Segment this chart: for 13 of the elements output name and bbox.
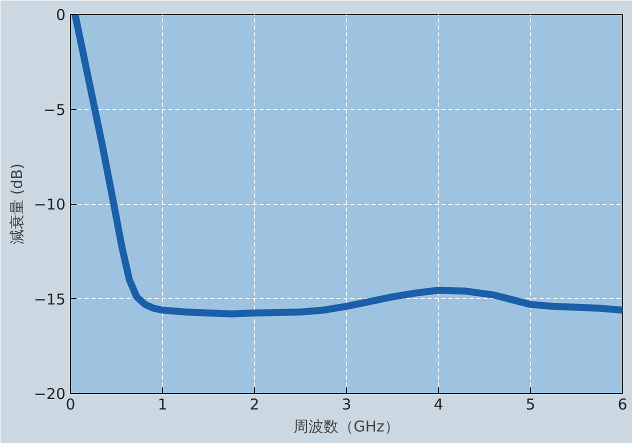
- x-axis-title: 周波数（GHz）: [294, 418, 400, 436]
- x-tick-label: 2: [250, 396, 260, 414]
- y-tick-label: 0: [56, 6, 66, 24]
- x-tick-label: 4: [434, 396, 444, 414]
- x-tick-label: 1: [158, 396, 168, 414]
- y-tick-label: −15: [34, 290, 66, 308]
- x-tick-label: 3: [342, 396, 352, 414]
- y-tick-label: −5: [43, 100, 66, 119]
- y-tick-label: −20: [34, 385, 66, 403]
- x-tick-label: 6: [618, 396, 628, 414]
- x-tick-label: 5: [526, 396, 536, 414]
- y-axis-title: 減衰量 (dB): [8, 163, 26, 245]
- y-tick-label: −10: [34, 196, 66, 214]
